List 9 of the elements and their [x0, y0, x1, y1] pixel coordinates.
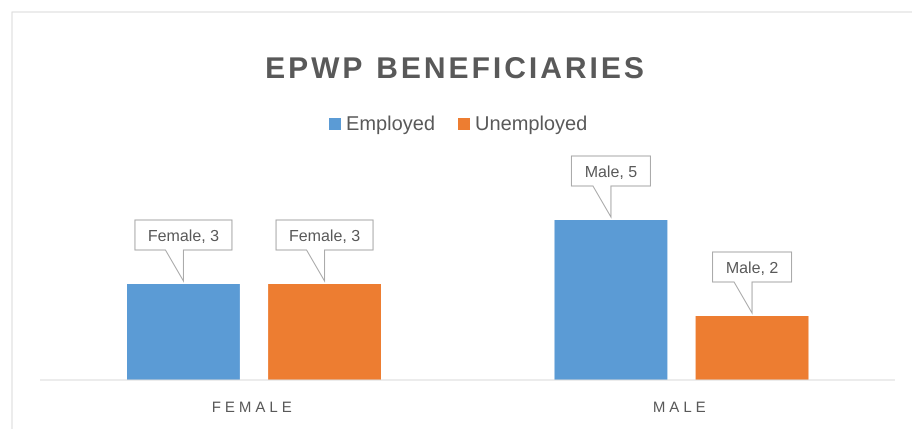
legend-label: Unemployed [475, 113, 588, 135]
data-label: Male, 2 [726, 260, 778, 277]
data-label: Male, 5 [584, 164, 638, 181]
legend-label: Employed [346, 113, 435, 135]
data-label: Female, 3 [148, 228, 220, 245]
chart-title: EPWP BENEFICIARIES [265, 52, 647, 85]
x-tick-label: MALE [652, 399, 710, 416]
data-label: Female, 3 [288, 228, 360, 245]
x-tick-label: FEMALE [212, 399, 296, 416]
